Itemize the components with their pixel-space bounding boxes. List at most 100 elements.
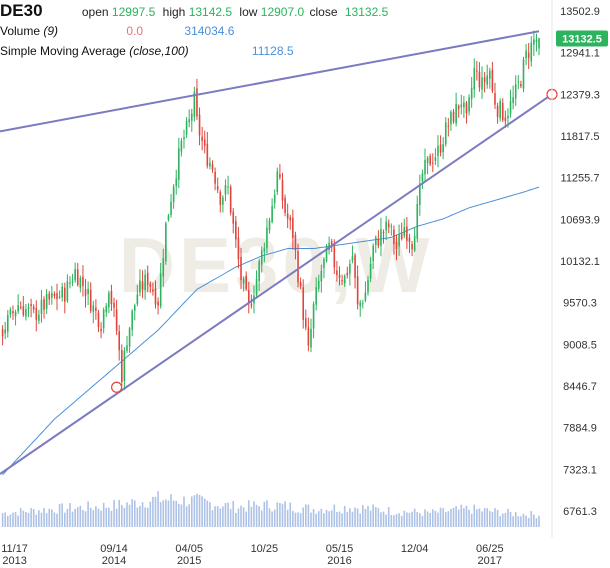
candle-body (154, 288, 157, 305)
volume-bar (434, 510, 437, 527)
candle (325, 244, 328, 263)
candle (38, 309, 40, 325)
candle-body (97, 312, 100, 328)
candle (100, 322, 102, 339)
volume-bar (235, 512, 237, 527)
volume-bar (483, 508, 486, 527)
trendline-lower[interactable] (0, 93, 553, 475)
volume-bar (30, 508, 32, 527)
candle-body (266, 227, 268, 249)
candle-body (240, 256, 242, 281)
candle (131, 309, 133, 337)
chart-legend: DE30 open 12997.5 high 13142.5 low 12907… (0, 0, 552, 62)
volume-bar (178, 503, 180, 527)
candle-body (346, 272, 349, 276)
volume-bar (110, 510, 113, 527)
candle (338, 266, 341, 286)
candle (374, 235, 377, 253)
volume-legend-row: Volume (9) 0.0 314034.6 (0, 24, 234, 38)
volume-bar (4, 512, 6, 527)
volume-bar (92, 510, 95, 527)
candle-body (242, 278, 245, 284)
candle-body (468, 97, 470, 112)
candle (349, 259, 351, 286)
candle-body (509, 101, 512, 114)
candle (66, 274, 69, 303)
volume-bar (369, 510, 372, 527)
candle-body (27, 307, 30, 310)
candle (346, 266, 349, 279)
candle-body (315, 287, 317, 305)
candle (152, 282, 154, 296)
volume-bar (76, 507, 79, 527)
volume-bar (289, 502, 292, 527)
candle-body (406, 226, 408, 241)
volume-bar (266, 500, 268, 527)
sma-params: (close,100) (129, 44, 189, 58)
candle-body (393, 229, 395, 245)
trendline-anchor-marker[interactable] (111, 381, 123, 393)
candle (463, 95, 465, 119)
volume-bar (172, 500, 175, 527)
candle-body (478, 71, 481, 88)
candle (356, 265, 359, 310)
volume-bar (152, 496, 154, 527)
candle-body (400, 234, 403, 239)
volume-bar (385, 514, 387, 527)
y-tick-label: 11255.7 (561, 173, 600, 185)
volume-bar (413, 508, 416, 527)
candle-body (95, 307, 97, 311)
x-tick-label: 12/04 (401, 543, 429, 555)
candle-body (136, 294, 139, 304)
candle-body (385, 221, 387, 231)
volume-bar (507, 508, 509, 527)
volume-bar (496, 509, 499, 527)
candle-body (424, 159, 426, 175)
volume-bar (201, 496, 203, 527)
volume-bar (535, 518, 538, 527)
volume-bar (74, 508, 76, 527)
y-tick-label: 8446.7 (563, 381, 597, 393)
volume-bar (149, 501, 152, 527)
trendlines[interactable] (0, 30, 553, 475)
candle-body (341, 279, 343, 281)
volume-bar (22, 510, 25, 527)
candle-body (25, 309, 27, 317)
volume-bar (333, 504, 336, 527)
candle (419, 174, 421, 216)
candle (14, 309, 17, 326)
volume-bar (185, 506, 188, 527)
volume-bar (450, 508, 452, 527)
y-axis[interactable]: 13502.9 12941.1 12379.3 11817.5 11255.7 10693… (560, 6, 600, 518)
candle-body (481, 77, 483, 90)
candle-body (517, 81, 520, 83)
candle-body (178, 148, 180, 180)
candle-body (66, 281, 69, 301)
volume-bar (346, 512, 349, 527)
candle-body (180, 140, 183, 152)
volume-bar (126, 502, 128, 527)
candle (393, 225, 395, 255)
candle-body (14, 311, 17, 317)
volume-value-a: 0.0 (126, 24, 144, 38)
candle-body (362, 303, 364, 305)
candle (108, 290, 110, 313)
candle-body (100, 328, 102, 332)
candle (190, 108, 193, 132)
volume-bar (356, 508, 359, 527)
candle (447, 118, 450, 137)
candle-body (395, 241, 398, 249)
candle-body (9, 309, 12, 315)
candle (481, 66, 483, 99)
y-tick-label: 11817.5 (561, 131, 600, 143)
volume-bar (279, 502, 281, 527)
candle-body (408, 237, 411, 243)
candle-body (289, 217, 292, 221)
volume-label: Volume (0, 24, 41, 38)
candle (304, 309, 307, 331)
trendline-upper[interactable] (0, 30, 540, 133)
candle (499, 98, 501, 122)
candle-body (284, 197, 286, 213)
